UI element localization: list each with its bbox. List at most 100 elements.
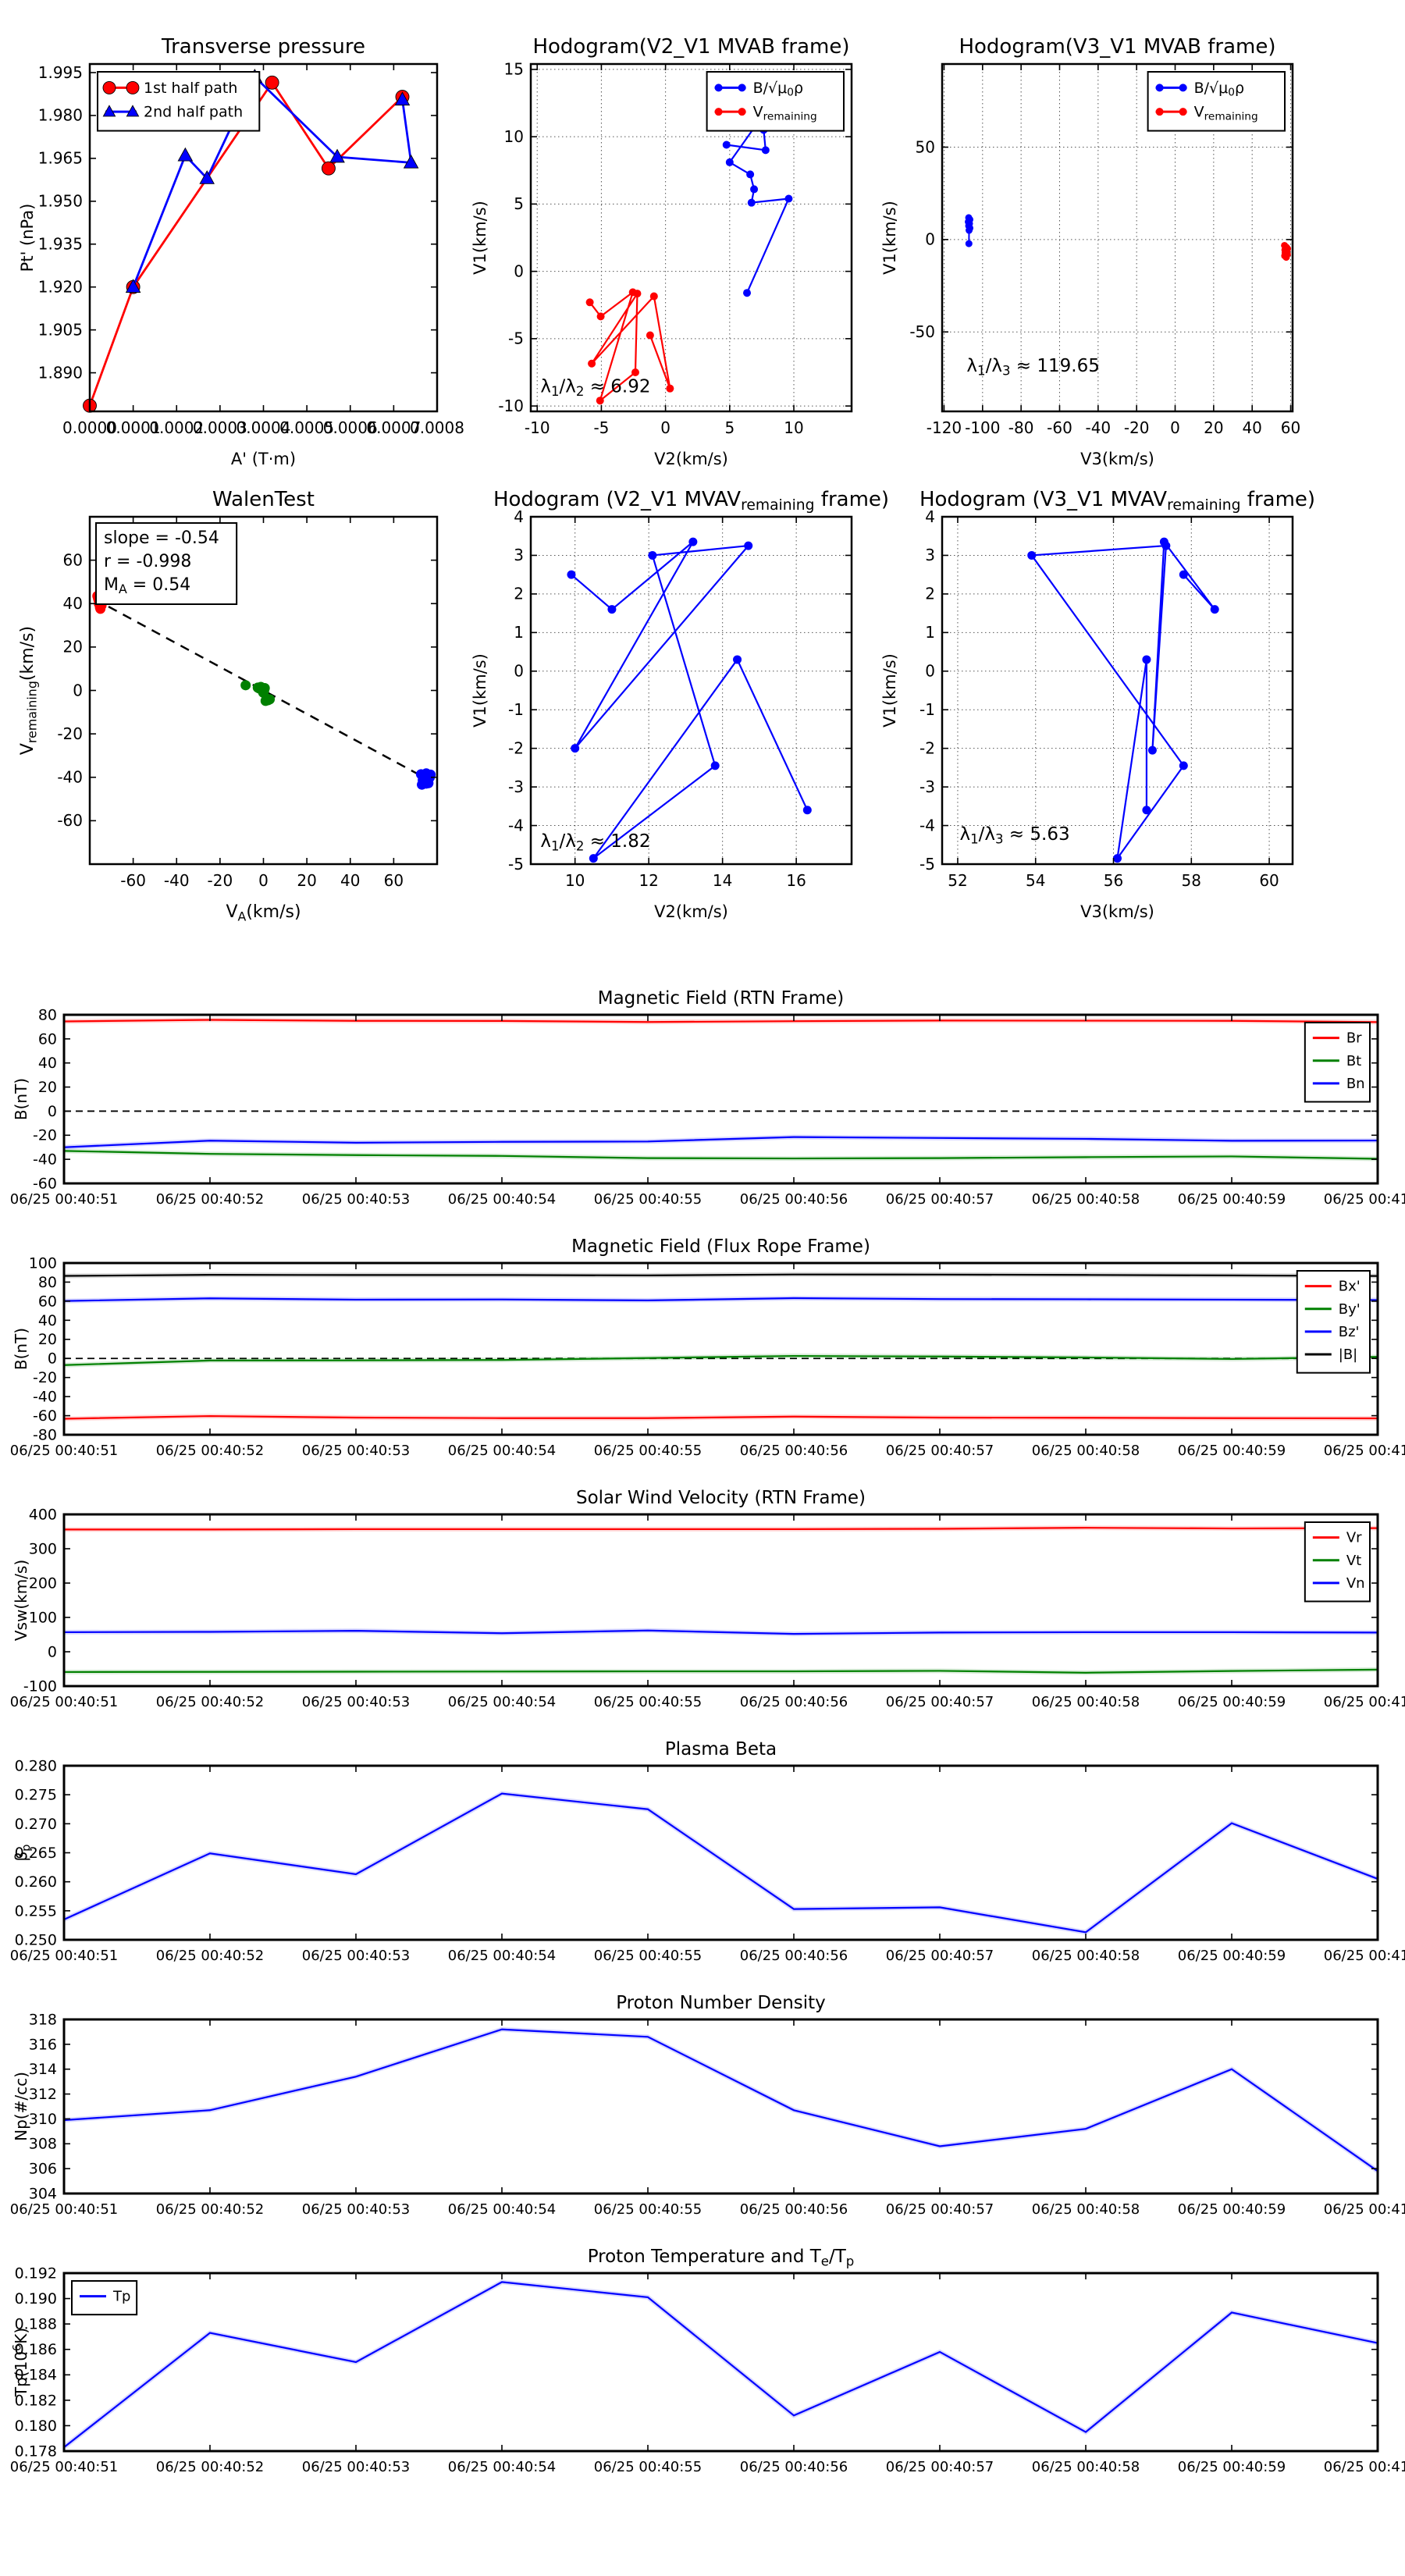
y-tick-label: 5 [514,194,524,213]
marker-circle [126,80,140,94]
legend-label: Vremaining [1194,104,1258,123]
hodogram_v2v1_mvab-svg: -10 -5 0 5 10 -10 -5 0 5 10 15 Hodogram(V2_V1 MVAB … [471,35,853,468]
legend-label: |B| [1339,1347,1357,1363]
x-tick-label: 0.0003 [193,418,247,437]
x-tick-label: 0.0001 [106,418,161,437]
x-tick-label: 06/25 00:40:57 [886,1948,994,1964]
panel-hodogram-v2v1-mvav: 10 12 14 16 -5 -4 -3 -2 -1 0 1 2 3 4 Hodogram (V2_V1 M… [468,468,889,925]
panel-hodogram-v3v1-mvab: -120 -100 -80 -60 -40 -20 0 20 40 60 -50 0 50 Hodogra… [878,16,1304,472]
marker-dot [802,806,812,815]
legend-label: Bz' [1339,1324,1360,1340]
x-tick-label: 52 [948,871,967,890]
panel-transverse-pressure: 0.0000 0.0001 0.0002 0.0003 0.0004 0.0005 0.00… [16,16,464,472]
x-tick-label: 06/25 00:40:52 [156,1694,264,1710]
axes-frame [529,62,853,413]
x-tick-label: 06/25 00:40:51 [10,1694,118,1710]
y-tick-label: 0.184 [15,2367,57,2384]
y-tick-label: 60 [38,1293,57,1310]
axes-frame [941,515,1294,866]
x-axis-label: VA(km/s) [226,902,301,923]
y-tick-label: 0.188 [15,2316,57,2333]
x-tick-label: 06/25 00:40:59 [1178,1191,1286,1208]
x-tick-label: 06/25 00:40:57 [886,2459,994,2475]
x-tick-label: 56 [1104,871,1123,890]
y-tick-label: 0.265 [15,1845,57,1862]
y-tick-label: 40 [38,1312,57,1329]
x-tick-label: 06/25 00:40:52 [156,2201,264,2218]
x-tick-label: 0.0005 [279,418,334,437]
axes-frame [62,2272,1379,2453]
panel-proton-temperature: 06/25 00:40:51 06/25 00:40:52 06/25 00:40:… [10,2234,1405,2492]
y-axis-label: Pt' (nPa) [18,204,37,272]
marker-dot [738,108,746,116]
y-tick-label: 0 [48,1350,57,1368]
x-tick-label: 06/25 00:40:54 [448,1191,556,1208]
y-tick-label: 50 [916,137,935,156]
y-tick-label: -20 [33,1369,57,1386]
series-Bn [63,1136,1378,1148]
marker-dot [747,198,756,207]
x-tick-label: 40 [340,871,360,890]
x-tick-label: 06/25 00:40:59 [1178,1948,1286,1964]
x-axis-label: V3(km/s) [1080,902,1154,921]
plasma_beta-svg: 06/25 00:40:51 06/25 00:40:52 06/25 00:40:… [10,1739,1405,1964]
y-tick-label: -3 [508,777,524,796]
y-axis-label: Vsw(km/s) [12,1560,30,1641]
marker-dot [425,769,436,780]
marker-dot [1179,84,1187,92]
x-tick-label: -20 [208,871,233,890]
x-tick-label: 10 [565,871,585,890]
legend-label: B/√μ0ρ [1194,80,1244,99]
y-tick-label: -40 [33,1389,57,1406]
legend-label: Bx' [1339,1279,1361,1295]
y-tick-label: 20 [38,1079,57,1096]
y-tick-label: -60 [57,811,83,830]
y-tick-label: 2 [514,585,524,603]
x-tick-label: 06/25 00:40:55 [594,1948,702,1964]
marker-dot [1142,655,1151,664]
y-tick-label: 0.180 [15,2418,57,2435]
stats-line: MA = 0.54 [104,575,190,596]
y-tick-label: 0 [514,662,524,681]
x-tick-label: 06/25 00:40:53 [302,2459,410,2475]
x-tick-label: 06/25 00:40:53 [302,1694,410,1710]
panel-hodogram-v3v1-mvav: 52 54 56 58 60 -5 -4 -3 -2 -1 0 1 2 3 4 Hodogram (V3_V1… [878,468,1315,925]
y-tick-label: 2 [925,585,935,603]
marker-triangle [102,105,116,117]
x-tick-label: 06/25 00:40:56 [740,2201,848,2218]
marker-dot [1147,745,1157,755]
chart-title: Plasma Beta [665,1739,777,1759]
x-tick-label: 06/25 00:40:55 [594,1191,702,1208]
marker-dot [633,290,642,298]
stats-line: slope = -0.54 [104,528,219,548]
legend-label: Vremaining [753,104,817,123]
x-tick-label: 06/25 00:40:56 [740,1948,848,1964]
y-tick-label: 0 [925,662,935,681]
legend-label: Vn [1346,1575,1365,1592]
y-axis-label: V1(km/s) [880,201,899,275]
y-tick-label: 40 [38,1055,57,1072]
marker-dot [1113,854,1122,863]
y-tick-label: -1 [508,700,524,719]
x-tick-label: 06/25 00:41:00 [1324,1948,1405,1964]
y-tick-label: -5 [919,855,935,873]
axes-frame [941,62,1294,413]
y-tick-label: -20 [33,1127,57,1144]
series-Vt [63,1668,1378,1674]
x-axis-label: V2(km/s) [654,902,728,921]
x-tick-label: 06/25 00:40:56 [740,1191,848,1208]
legend-box [1296,1270,1371,1374]
y-tick-label: 4 [925,507,935,526]
marker-triangle [177,147,194,162]
legend-box [71,2280,138,2316]
x-tick-label: 60 [1259,871,1279,890]
marker-dot [710,761,720,770]
y-tick-label: 1.890 [38,363,83,382]
x-tick-label: 0.0000 [62,418,117,437]
y-tick-label: -4 [508,816,524,834]
y-tick-label: 0.275 [15,1787,57,1804]
legend-box [706,71,845,132]
x-tick-label: 5 [724,418,735,437]
y-tick-label: -50 [909,322,935,341]
panel-magnetic-field-rtn: 06/25 00:40:51 06/25 00:40:52 06/25 00:40:… [10,976,1405,1224]
